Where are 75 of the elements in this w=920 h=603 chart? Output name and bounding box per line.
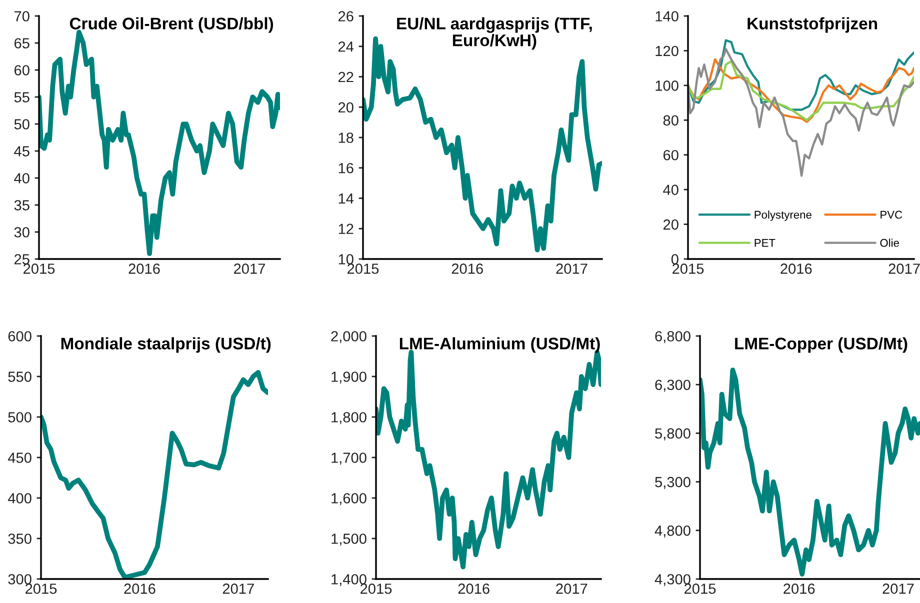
y-tick-label: 35 [14,200,30,210]
chart-title: LME-Copper (USD/Mt) [735,337,908,353]
y-tick-label: 450 [8,452,32,463]
y-tick-label: 2,000 [331,331,366,344]
y-tick-label: 350 [8,534,32,544]
x-tick-label: 2016 [124,584,156,594]
y-tick-label: 25 [14,254,30,264]
y-tick-label: 300 [8,574,32,584]
y-tick-label: 18 [338,132,354,143]
y-tick-label: 400 [8,493,32,504]
y-tick-label: 1,600 [332,493,366,506]
y-tick-label: 16 [338,162,354,174]
y-tick-label: 30 [14,227,30,238]
x-tick-label: 2015 [24,264,55,274]
y-tick-label: 1,700 [332,452,366,465]
y-tick-label: 500 [8,412,32,422]
legend-label: Polystyrene [754,210,812,221]
y-tick-label: 550 [8,372,32,382]
x-tick-label: 2017 [234,264,265,274]
y-tick-label: 50 [14,119,30,130]
x-tick-label: 2015 [348,264,379,274]
legend-label: PET [754,239,776,247]
y-tick-label: 1,900 [332,372,366,384]
chart-title: Crude Oil-Brent (USD/bbl) [70,17,274,33]
x-tick-label: 2016 [784,584,815,594]
y-tick-label: 10 [338,254,354,264]
legend-label: PVC [880,210,902,219]
y-tick-label: 0 [671,254,678,264]
y-tick-label: 22 [338,72,354,82]
x-tick-label: 2017 [882,584,914,594]
x-tick-label: 2015 [672,264,704,274]
chart-title: Mondiale staalprijs (USD/t) [61,337,271,353]
x-tick-label: 2016 [452,264,483,274]
chart-title: LME-Aluminium (USD/Mt) [400,337,600,353]
y-tick-label: 6,800 [655,331,690,344]
y-tick-label: 1,800 [332,412,366,424]
y-tick-label: 140 [656,11,678,22]
y-tick-label: 20 [338,102,354,113]
y-tick-label: 80 [663,115,678,126]
y-tick-label: 14 [338,194,354,204]
x-tick-label: 2017 [556,264,588,274]
y-tick-label: 40 [663,184,678,195]
x-tick-label: 2015 [26,584,57,594]
y-tick-label: 65 [14,38,30,48]
y-tick-label: 40 [14,173,30,184]
text: EU/NL aardgasprijs (TTF, Euro/KwH) [397,17,592,50]
y-tick-label: 5,800 [655,428,690,440]
y-tick-label: 45 [14,146,30,156]
line-series [700,368,920,577]
y-tick-label: 24 [338,41,354,52]
y-tick-label: 12 [338,224,354,234]
x-tick-label: 2017 [556,584,588,594]
x-tick-label: 2016 [128,264,160,274]
x-tick-label: 2017 [222,584,254,594]
x-tick-label: 2016 [780,264,812,274]
y-tick-label: 70 [14,11,30,22]
y-tick-label: 100 [656,80,678,91]
line-series [688,48,914,177]
y-tick-label: 120 [656,46,678,56]
chart-title: Kunststofprijzen [748,17,878,33]
y-tick-label: 6,300 [655,380,690,392]
y-tick-label: 60 [663,150,678,160]
y-tick-label: 5,300 [655,476,690,489]
y-tick-label: 60 [14,65,30,76]
y-tick-label: 600 [8,331,32,342]
x-tick-label: 2016 [458,584,490,594]
y-tick-label: 55 [14,92,30,102]
line-series [363,36,602,252]
line-series [688,39,914,111]
legend-label: Olie [880,238,899,247]
y-tick-label: 26 [338,11,354,22]
y-tick-label: 4,800 [654,526,690,538]
x-tick-label: 2017 [888,264,920,274]
y-tick-label: 20 [663,219,678,230]
y-tick-label: 1,500 [332,534,366,546]
